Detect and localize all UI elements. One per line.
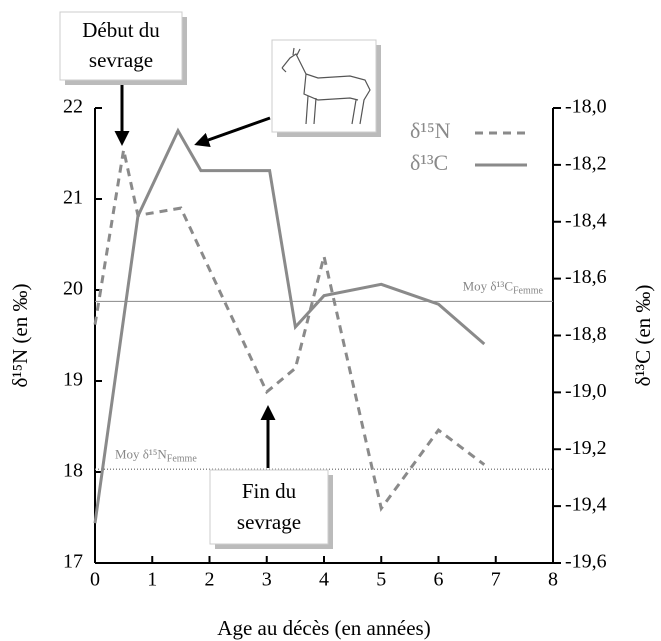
x-tick-label: 7 xyxy=(491,569,501,591)
x-tick-label: 6 xyxy=(434,569,444,591)
reference-label-sub: Femme xyxy=(167,454,198,465)
y-tick-label: 18 xyxy=(63,460,83,482)
x-tick-label: 8 xyxy=(548,569,558,591)
x-tick-label: 0 xyxy=(90,569,100,591)
annotation-box xyxy=(209,469,329,545)
y2-tick-label: -19,2 xyxy=(565,437,607,459)
reference-label: Moy δ¹⁵NFemme xyxy=(115,446,197,464)
annotation: Fin du xyxy=(242,479,297,503)
image-box xyxy=(271,39,377,133)
annotation-box xyxy=(59,11,183,81)
y-tick-label: 17 xyxy=(63,551,83,573)
y2-tick-label: -19,6 xyxy=(565,551,607,573)
x-tick-label: 2 xyxy=(205,569,215,591)
reference-label-text: Moy δ¹⁵N xyxy=(115,446,167,461)
annotation: sevrage xyxy=(237,510,301,534)
series-line xyxy=(93,127,486,524)
y2-axis-label: δ¹³C (en ‰) xyxy=(631,285,655,387)
reference-label-sub: Femme xyxy=(513,286,544,297)
annotation: Début du xyxy=(82,18,160,42)
y-tick-label: 19 xyxy=(63,369,83,391)
y2-tick-label: -18,8 xyxy=(565,323,607,345)
y-axis-label: δ¹⁵N (en ‰) xyxy=(8,284,32,388)
legend-label: δ¹³C xyxy=(410,150,448,175)
y2-tick-label: -18,4 xyxy=(565,209,607,231)
x-tick-label: 1 xyxy=(147,569,157,591)
annotation: sevrage xyxy=(89,48,153,72)
x-tick-label: 5 xyxy=(376,569,386,591)
x-tick-label: 3 xyxy=(262,569,272,591)
series-line xyxy=(93,149,486,512)
y2-tick-label: -18,6 xyxy=(565,266,607,288)
x-tick-label: 4 xyxy=(319,569,329,591)
y-tick-label: 20 xyxy=(63,278,83,300)
y2-tick-label: -18,0 xyxy=(565,96,607,118)
y-tick-label: 22 xyxy=(63,96,83,118)
y2-tick-label: -18,2 xyxy=(565,152,607,174)
y2-tick-label: -19,4 xyxy=(565,494,607,516)
legend-label: δ¹⁵N xyxy=(410,118,451,143)
x-axis-label: Age au décès (en années) xyxy=(217,616,430,640)
reference-label: Moy δ¹³CFemme xyxy=(463,278,544,296)
y2-tick-label: -19,0 xyxy=(565,380,607,402)
goat-icon xyxy=(281,47,371,125)
y-tick-label: 21 xyxy=(63,187,83,209)
arrow xyxy=(194,116,271,148)
reference-label-text: Moy δ¹³C xyxy=(463,278,513,293)
